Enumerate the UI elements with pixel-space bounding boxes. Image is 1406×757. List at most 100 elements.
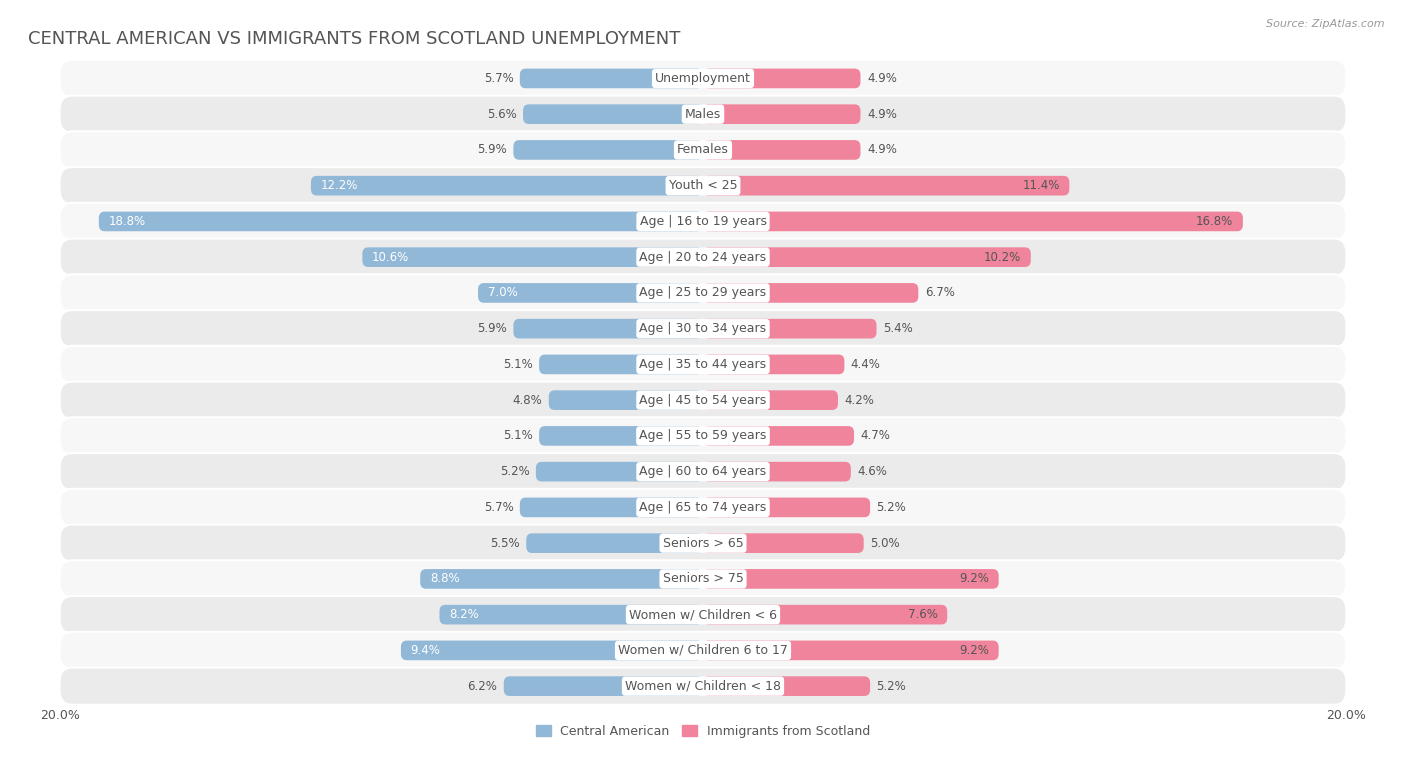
Text: 4.2%: 4.2%	[845, 394, 875, 407]
Text: Age | 65 to 74 years: Age | 65 to 74 years	[640, 501, 766, 514]
FancyBboxPatch shape	[520, 69, 703, 89]
FancyBboxPatch shape	[59, 95, 1347, 132]
Text: Women w/ Children 6 to 17: Women w/ Children 6 to 17	[619, 644, 787, 657]
FancyBboxPatch shape	[703, 426, 853, 446]
FancyBboxPatch shape	[59, 60, 1347, 97]
Text: 11.4%: 11.4%	[1022, 179, 1060, 192]
FancyBboxPatch shape	[538, 354, 703, 374]
FancyBboxPatch shape	[363, 248, 703, 267]
Text: 9.2%: 9.2%	[959, 644, 988, 657]
FancyBboxPatch shape	[703, 497, 870, 517]
Text: Age | 20 to 24 years: Age | 20 to 24 years	[640, 251, 766, 263]
FancyBboxPatch shape	[703, 462, 851, 481]
FancyBboxPatch shape	[59, 632, 1347, 669]
Text: CENTRAL AMERICAN VS IMMIGRANTS FROM SCOTLAND UNEMPLOYMENT: CENTRAL AMERICAN VS IMMIGRANTS FROM SCOT…	[28, 30, 681, 48]
Text: 5.9%: 5.9%	[477, 322, 508, 335]
Text: 16.8%: 16.8%	[1197, 215, 1233, 228]
Text: 7.0%: 7.0%	[488, 286, 517, 300]
Text: 8.8%: 8.8%	[430, 572, 460, 585]
Text: Age | 45 to 54 years: Age | 45 to 54 years	[640, 394, 766, 407]
Text: Age | 30 to 34 years: Age | 30 to 34 years	[640, 322, 766, 335]
Text: Youth < 25: Youth < 25	[669, 179, 737, 192]
Text: 10.2%: 10.2%	[984, 251, 1021, 263]
FancyBboxPatch shape	[59, 238, 1347, 276]
Text: 5.2%: 5.2%	[876, 680, 907, 693]
FancyBboxPatch shape	[59, 274, 1347, 312]
FancyBboxPatch shape	[703, 676, 870, 696]
FancyBboxPatch shape	[703, 69, 860, 89]
Text: Unemployment: Unemployment	[655, 72, 751, 85]
FancyBboxPatch shape	[478, 283, 703, 303]
Text: 4.6%: 4.6%	[858, 465, 887, 478]
FancyBboxPatch shape	[703, 354, 845, 374]
FancyBboxPatch shape	[703, 569, 998, 589]
Text: 5.6%: 5.6%	[486, 107, 516, 120]
Text: 5.7%: 5.7%	[484, 72, 513, 85]
FancyBboxPatch shape	[59, 489, 1347, 526]
FancyBboxPatch shape	[401, 640, 703, 660]
FancyBboxPatch shape	[503, 676, 703, 696]
Text: 9.2%: 9.2%	[959, 572, 988, 585]
Text: 18.8%: 18.8%	[108, 215, 146, 228]
Legend: Central American, Immigrants from Scotland: Central American, Immigrants from Scotla…	[530, 720, 876, 743]
FancyBboxPatch shape	[703, 391, 838, 410]
FancyBboxPatch shape	[311, 176, 703, 195]
Text: Seniors > 75: Seniors > 75	[662, 572, 744, 585]
FancyBboxPatch shape	[703, 104, 860, 124]
FancyBboxPatch shape	[520, 497, 703, 517]
Text: 4.7%: 4.7%	[860, 429, 890, 442]
FancyBboxPatch shape	[703, 319, 876, 338]
Text: 6.2%: 6.2%	[467, 680, 498, 693]
Text: 10.6%: 10.6%	[373, 251, 409, 263]
Text: 7.6%: 7.6%	[908, 608, 938, 621]
FancyBboxPatch shape	[703, 283, 918, 303]
Text: 8.2%: 8.2%	[449, 608, 479, 621]
Text: Source: ZipAtlas.com: Source: ZipAtlas.com	[1267, 19, 1385, 29]
Text: 6.7%: 6.7%	[925, 286, 955, 300]
FancyBboxPatch shape	[536, 462, 703, 481]
Text: 12.2%: 12.2%	[321, 179, 359, 192]
Text: Women w/ Children < 6: Women w/ Children < 6	[628, 608, 778, 621]
FancyBboxPatch shape	[513, 319, 703, 338]
Text: Males: Males	[685, 107, 721, 120]
Text: Age | 55 to 59 years: Age | 55 to 59 years	[640, 429, 766, 442]
Text: 4.9%: 4.9%	[868, 143, 897, 157]
FancyBboxPatch shape	[59, 596, 1347, 633]
Text: Age | 60 to 64 years: Age | 60 to 64 years	[640, 465, 766, 478]
Text: 4.8%: 4.8%	[513, 394, 543, 407]
FancyBboxPatch shape	[703, 640, 998, 660]
Text: 5.9%: 5.9%	[477, 143, 508, 157]
FancyBboxPatch shape	[59, 417, 1347, 454]
Text: 5.4%: 5.4%	[883, 322, 912, 335]
Text: 5.2%: 5.2%	[876, 501, 907, 514]
Text: 4.4%: 4.4%	[851, 358, 880, 371]
FancyBboxPatch shape	[59, 310, 1347, 347]
Text: Age | 35 to 44 years: Age | 35 to 44 years	[640, 358, 766, 371]
FancyBboxPatch shape	[59, 525, 1347, 562]
FancyBboxPatch shape	[59, 453, 1347, 491]
FancyBboxPatch shape	[703, 140, 860, 160]
FancyBboxPatch shape	[548, 391, 703, 410]
FancyBboxPatch shape	[523, 104, 703, 124]
FancyBboxPatch shape	[526, 534, 703, 553]
Text: Age | 25 to 29 years: Age | 25 to 29 years	[640, 286, 766, 300]
Text: 4.9%: 4.9%	[868, 107, 897, 120]
Text: 5.5%: 5.5%	[491, 537, 520, 550]
Text: 5.7%: 5.7%	[484, 501, 513, 514]
Text: 5.1%: 5.1%	[503, 358, 533, 371]
FancyBboxPatch shape	[703, 212, 1243, 231]
Text: 5.0%: 5.0%	[870, 537, 900, 550]
Text: Females: Females	[678, 143, 728, 157]
FancyBboxPatch shape	[59, 668, 1347, 705]
FancyBboxPatch shape	[59, 132, 1347, 169]
FancyBboxPatch shape	[420, 569, 703, 589]
FancyBboxPatch shape	[59, 167, 1347, 204]
Text: Age | 16 to 19 years: Age | 16 to 19 years	[640, 215, 766, 228]
FancyBboxPatch shape	[59, 203, 1347, 240]
FancyBboxPatch shape	[703, 248, 1031, 267]
FancyBboxPatch shape	[59, 560, 1347, 597]
FancyBboxPatch shape	[703, 605, 948, 625]
FancyBboxPatch shape	[59, 346, 1347, 383]
Text: 5.2%: 5.2%	[499, 465, 530, 478]
Text: Seniors > 65: Seniors > 65	[662, 537, 744, 550]
